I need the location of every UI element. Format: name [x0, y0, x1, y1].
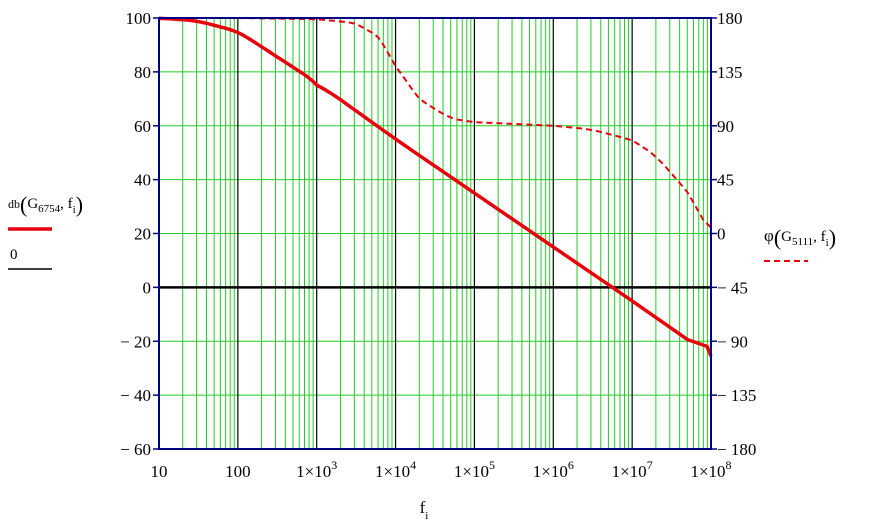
x-tick-label: 1×105: [454, 458, 495, 481]
phase-curve: [159, 17, 712, 234]
legend-magnitude-label: db(G6754, fi): [8, 192, 83, 217]
left-tick-label: 40: [134, 171, 151, 190]
left-tick-label: − 20: [120, 332, 151, 351]
x-tick-label: 1×104: [375, 458, 416, 481]
x-axis-label: fi: [420, 498, 429, 522]
left-axis-ticks: 100 80 60 40 20 0 − 20 − 40 − 60: [120, 9, 159, 459]
decade-grid: [237, 18, 633, 449]
x-tick-label: 1×107: [612, 458, 653, 481]
left-tick-label: − 40: [120, 386, 151, 405]
right-tick-label: − 45: [717, 278, 748, 297]
legend-phase-label: φ(G5111, fi): [764, 225, 836, 250]
series-layer: [158, 16, 713, 357]
right-tick-label: 135: [717, 63, 743, 82]
legend-zero-label: 0: [10, 247, 18, 263]
right-tick-label: 45: [717, 171, 734, 190]
x-tick-label: 100: [225, 462, 251, 481]
left-tick-label: 20: [134, 225, 151, 244]
left-tick-label: 80: [134, 63, 151, 82]
left-tick-label: 0: [143, 278, 152, 297]
x-tick-label: 10: [151, 462, 168, 481]
right-tick-label: − 135: [717, 386, 756, 405]
x-tick-label: 1×103: [296, 458, 337, 481]
right-tick-label: 180: [717, 9, 743, 28]
x-tick-label: 1×108: [690, 458, 731, 481]
right-tick-label: − 180: [717, 440, 756, 459]
left-tick-label: 100: [126, 9, 152, 28]
x-tick-label: 1×106: [533, 458, 574, 481]
left-tick-label: − 60: [120, 440, 151, 459]
right-tick-label: 0: [717, 225, 726, 244]
left-legend: db(G6754, fi) 0: [8, 192, 83, 270]
right-legend: φ(G5111, fi): [764, 225, 836, 262]
x-axis-ticks: 10 100 1×103 1×104 1×105 1×106 1×107 1×108: [151, 458, 732, 481]
magnitude-curve: [158, 16, 713, 357]
right-axis-ticks: 180 135 90 45 0 − 45 − 90 − 135 − 180: [711, 9, 756, 459]
minor-grid: [159, 18, 711, 449]
right-tick-label: − 90: [717, 332, 748, 351]
left-tick-label: 60: [134, 117, 151, 136]
right-tick-label: 90: [717, 117, 734, 136]
